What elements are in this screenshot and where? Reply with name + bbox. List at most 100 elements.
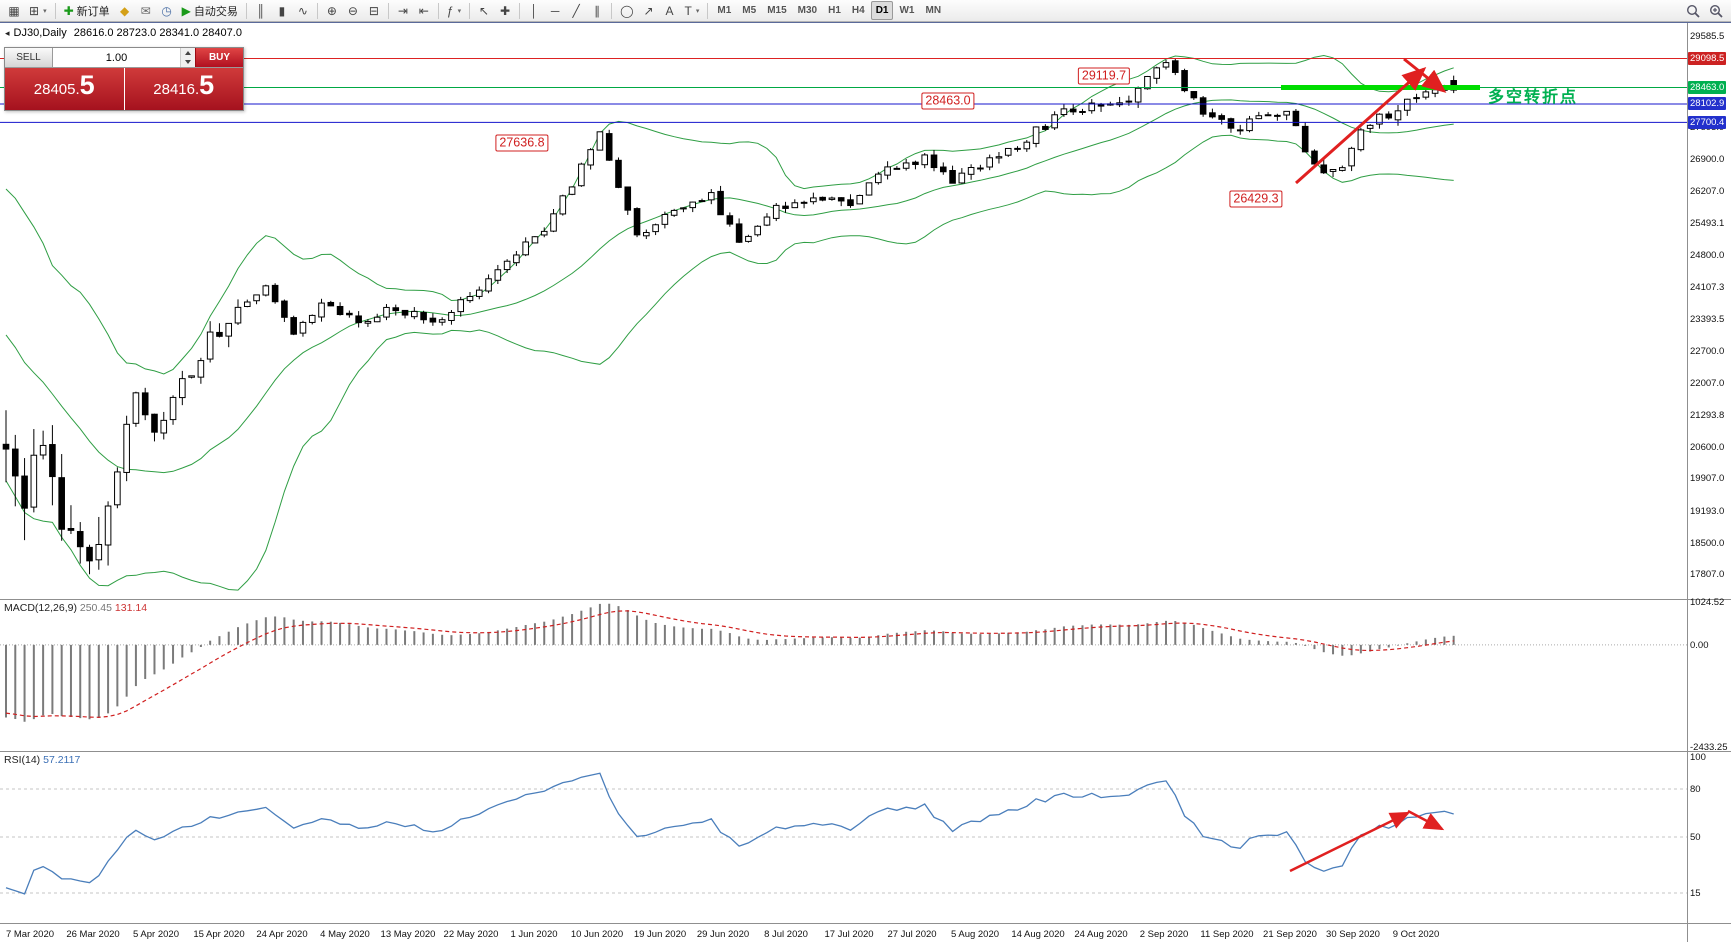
date-axis-label: 29 Jun 2020 — [696, 929, 750, 940]
cursor-button[interactable]: ↖ — [474, 1, 494, 20]
macd-scale-zero: 0.00 — [1690, 639, 1709, 651]
timeframe-button-MN[interactable]: MN — [925, 5, 942, 16]
mail-icon: ✉ — [140, 3, 151, 18]
candles-chart-button[interactable]: ▮ — [272, 1, 292, 20]
price-axis-tick: 24800.0 — [1690, 249, 1725, 261]
symbol-title: DJ30,Daily — [13, 27, 67, 39]
dropdown-arrow-icon: ▾ — [43, 7, 47, 15]
dropdown-arrow-icon: ▾ — [457, 7, 462, 15]
timeframe-button-M15[interactable]: M15 — [767, 5, 787, 16]
rsi-value: 57.2117 — [43, 754, 81, 766]
price-axis-tick: 20600.0 — [1690, 441, 1725, 453]
auto-scroll-button[interactable]: ⇥ — [393, 1, 413, 20]
zoom-tool-button[interactable] — [1705, 1, 1727, 20]
collapse-one-click-icon[interactable]: ◂ — [5, 28, 10, 38]
panel-splitter[interactable] — [0, 598, 1731, 601]
algo-trading-button[interactable]: ▶ 自动交易 — [178, 1, 242, 20]
shapes-button[interactable]: ◯ — [616, 1, 637, 20]
chart-shift-button[interactable]: ⇤ — [414, 1, 434, 20]
price-axis[interactable]: 29585.527593.926900.026207.025493.124800… — [1688, 23, 1731, 942]
date-axis[interactable]: 7 Mar 2020 26 Mar 2020 5 Apr 2020 15 Apr 20… — [0, 923, 1687, 942]
timeframe-button-M30[interactable]: M30 — [797, 5, 818, 16]
text-tool-button[interactable]: A — [660, 1, 680, 20]
arrows-tool-button[interactable]: ↗ — [639, 1, 659, 20]
zoom-out-button[interactable]: ⊖ — [343, 1, 363, 20]
date-axis-label: 14 Aug 2020 — [1011, 929, 1065, 940]
date-axis-label: 9 Oct 2020 — [1392, 929, 1440, 940]
dropdown-arrow-icon: ▾ — [695, 7, 700, 15]
horizontal-line-button[interactable]: ─ — [545, 1, 565, 20]
one-click-trading-panel: SELL BUY 28405.5 28416.5 — [4, 47, 244, 111]
timeframe-button-M1[interactable]: M1 — [717, 5, 732, 16]
new-order-button[interactable]: ✚ 新订单 — [60, 1, 114, 20]
line-chart-icon: ∿ — [297, 3, 308, 18]
trendline-icon: ╱ — [572, 3, 580, 18]
date-axis-label: 24 Aug 2020 — [1074, 929, 1128, 940]
symbol-bar: ◂ DJ30,Daily 28616.0 28723.0 28341.0 28407… — [5, 27, 242, 39]
new-order-icon: ✚ — [63, 3, 74, 18]
buy-button[interactable]: BUY — [195, 48, 243, 67]
price-axis-tick: 22007.0 — [1690, 377, 1725, 389]
economic-calendar-button[interactable]: ◷ — [157, 1, 177, 20]
bars-chart-icon: ║ — [256, 3, 266, 18]
indicators-button[interactable]: ƒ ▾ — [443, 1, 465, 20]
timeframe-button-M5[interactable]: M5 — [742, 5, 757, 16]
symbol-ohlc: 28616.0 28723.0 28341.0 28407.0 — [73, 27, 242, 39]
spinner-down-icon — [185, 60, 191, 65]
volume-spinner — [180, 48, 195, 67]
trendline-button[interactable]: ╱ — [566, 1, 586, 20]
volume-input[interactable] — [53, 48, 180, 67]
mail-button[interactable]: ✉ — [136, 1, 156, 20]
tile-windows-button[interactable]: ⊟ — [364, 1, 384, 20]
crosshair-button[interactable]: ✚ — [495, 1, 515, 20]
label-tool-button[interactable]: T ▾ — [681, 1, 704, 20]
line-chart-button[interactable]: ∿ — [293, 1, 313, 20]
zoom-in-button[interactable]: ⊕ — [322, 1, 342, 20]
new-chart-icon: ⊞ — [29, 3, 40, 18]
timeframe-button-H1[interactable]: H1 — [828, 5, 841, 16]
timeframe-button-H4[interactable]: H4 — [851, 5, 865, 16]
gem-button[interactable]: ◆ — [115, 1, 135, 20]
date-axis-label: 2 Sep 2020 — [1139, 929, 1189, 940]
vertical-line-button[interactable]: │ — [524, 1, 544, 20]
one-click-header: SELL BUY — [5, 48, 243, 67]
chart-canvas[interactable] — [0, 23, 1731, 942]
price-axis-tick: 26900.0 — [1690, 153, 1725, 165]
volume-box — [53, 48, 195, 67]
search-symbols-button[interactable] — [1682, 1, 1704, 20]
tile-windows-icon: ⊟ — [368, 3, 379, 18]
equidistant-channel-button[interactable]: ∥ — [587, 1, 607, 20]
rsi-scale-label: 100 — [1690, 752, 1706, 763]
price-axis-tick: 25493.1 — [1690, 218, 1725, 230]
date-axis-label: 1 Jun 2020 — [510, 929, 558, 940]
buy-price-button[interactable]: 28416. 5 — [124, 68, 243, 110]
timeframe-button-W1[interactable]: W1 — [899, 5, 915, 16]
price-axis-tick: 19907.0 — [1690, 473, 1725, 485]
date-axis-label: 7 Mar 2020 — [5, 929, 55, 940]
toolbar: ▦ ⊞ ▾ ✚ 新订单 ◆ ✉ ◷ ▶ 自动交易 ║ ▮ ∿ ⊕ ⊖ ⊟ ⇥ ⇤ ƒ ▾ ↖ ✚ │ ─ ╱ ∥ ◯ ↗ A T ▾ M1 M5… — [0, 0, 1731, 22]
bars-chart-button[interactable]: ║ — [251, 1, 271, 20]
price-axis-tick: 24107.3 — [1690, 281, 1725, 293]
volume-up-button[interactable] — [181, 48, 195, 58]
macd-value-main: 250.45 — [79, 602, 112, 614]
price-axis-tick: 29585.5 — [1690, 31, 1725, 43]
macd-label: MACD(12,26,9) 250.45 131.14 — [4, 602, 147, 614]
sell-button[interactable]: SELL — [5, 48, 53, 67]
date-axis-label: 19 Jun 2020 — [633, 929, 687, 940]
panel-splitter[interactable] — [0, 750, 1731, 753]
volume-down-button[interactable] — [181, 57, 195, 67]
arrows-tool-icon: ↗ — [643, 3, 654, 18]
timeframe-button-D1[interactable]: D1 — [870, 1, 894, 20]
chart-windows-button[interactable]: ▦ — [4, 1, 24, 20]
crosshair-icon: ✚ — [500, 3, 511, 18]
vertical-line-icon: │ — [530, 3, 538, 18]
sell-price-button[interactable]: 28405. 5 — [5, 68, 125, 110]
date-axis-label: 4 May 2020 — [320, 929, 370, 940]
price-axis-tick: 17807.0 — [1690, 569, 1725, 581]
rsi-scale-label: 15 — [1690, 888, 1701, 899]
date-axis-label: 24 Apr 2020 — [256, 929, 308, 940]
toolbar-separator — [611, 2, 613, 19]
new-chart-button[interactable]: ⊞ ▾ — [25, 1, 51, 20]
zoom-tool-icon — [1709, 4, 1723, 18]
price-axis-level: 27700.4 — [1688, 115, 1727, 129]
